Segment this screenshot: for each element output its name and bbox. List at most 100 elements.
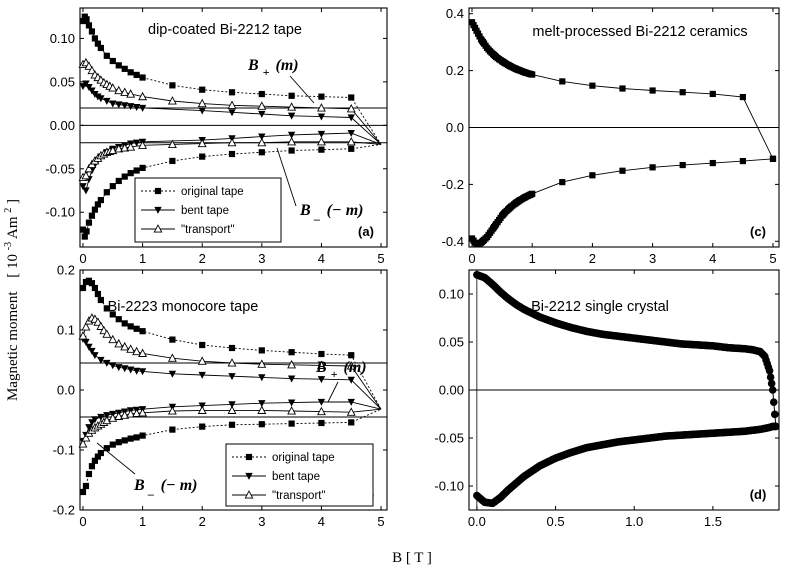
data-point [102, 329, 112, 338]
data-point [132, 408, 142, 417]
data-point [139, 164, 146, 172]
data-point [132, 346, 142, 356]
y-axis-unit-exponent: -3 [3, 242, 14, 250]
data-point [108, 334, 118, 344]
data-point [316, 360, 326, 369]
data-point [287, 375, 296, 383]
data-point [88, 280, 96, 287]
math-m: (− m) [161, 477, 198, 494]
data-point [316, 406, 326, 416]
x-tick-label: 4 [318, 251, 325, 266]
data-point [287, 136, 297, 146]
data-point [317, 113, 326, 121]
data-point [78, 331, 88, 340]
math-b: B [247, 57, 259, 74]
math-plus: + [263, 65, 270, 79]
data-point [82, 187, 90, 195]
series--transport- [78, 57, 382, 182]
y-tick-label: 0.0 [57, 383, 75, 398]
y-tick-label: 0.0 [446, 120, 464, 135]
y-tick-label: -0.4 [442, 234, 464, 249]
data-point [103, 97, 111, 105]
data-point [91, 457, 99, 464]
data-point [84, 163, 94, 173]
data-point [318, 146, 325, 153]
data-point [97, 296, 104, 304]
data-point [133, 434, 140, 441]
legend-swatch-marker [244, 490, 254, 499]
data-point [126, 89, 136, 98]
y-tick-label: 0.10 [50, 31, 75, 46]
data-point [769, 155, 777, 162]
data-point [85, 470, 93, 478]
y-axis-unit: [ 10 [5, 254, 21, 278]
y-tick-label: 0.4 [446, 6, 464, 21]
data-point [589, 172, 596, 179]
math-m: (m) [276, 57, 299, 74]
data-point [126, 409, 136, 418]
legend-entry-label: "transport" [272, 490, 326, 502]
data-point [126, 142, 136, 151]
data-point [132, 103, 141, 111]
data-point [94, 40, 101, 47]
data-point [529, 190, 536, 197]
data-point [767, 379, 776, 388]
data-point [79, 183, 87, 191]
data-point [81, 233, 88, 240]
data-point [115, 62, 122, 69]
math-b: B [133, 477, 145, 494]
data-point [81, 433, 91, 442]
y-tick-label: -0.10 [45, 205, 75, 220]
data-point [109, 57, 116, 65]
data-point [347, 376, 355, 384]
series-bent-tape [79, 335, 382, 445]
data-point [126, 103, 135, 111]
x-tick-label: 1 [529, 251, 536, 266]
x-tick-label: 3 [649, 251, 656, 266]
data-point [679, 89, 686, 96]
series-original-tape [79, 277, 382, 496]
data-point [79, 488, 87, 496]
legend-entry-label: bent tape [181, 205, 229, 217]
data-point [198, 371, 206, 379]
data-point [97, 196, 104, 204]
data-point [121, 102, 129, 110]
y-tick-label: -0.05 [45, 161, 75, 176]
x-tick-label: 0.0 [468, 514, 486, 529]
data-point [317, 398, 326, 406]
data-point [258, 400, 266, 408]
data-point [121, 65, 128, 72]
data-point [84, 61, 94, 70]
legend: original tape bent tape "transport" [134, 177, 282, 243]
data-point [109, 311, 116, 318]
data-point [258, 347, 265, 354]
svg-text:Magnetic moment [ 10: Magnetic moment [ 10 -3 Am 2 ] [0, 199, 21, 401]
data-point [115, 364, 123, 372]
data-point [78, 439, 88, 448]
data-point [120, 410, 130, 419]
data-point [288, 147, 295, 154]
data-point [103, 305, 110, 312]
data-point [257, 405, 267, 414]
svg-text:B + (m): B + (m) [315, 359, 367, 382]
x-tick-label: 3 [258, 514, 265, 529]
y-tick-label: 0.1 [57, 323, 75, 338]
data-point [109, 100, 117, 108]
data-point [138, 140, 148, 149]
data-point [108, 83, 118, 92]
data-point [288, 420, 295, 427]
svg-text:B + (m): B + (m) [247, 57, 299, 80]
data-point [346, 103, 356, 113]
math-m: (m) [344, 359, 367, 376]
data-point [103, 189, 110, 196]
data-point [168, 370, 177, 378]
data-point [287, 359, 297, 369]
x-tick-label: 0 [468, 251, 475, 266]
annotation-arrow [276, 147, 297, 207]
series--transport- [78, 313, 382, 448]
y-axis-title: Magnetic moment [5, 291, 21, 401]
data-point [258, 374, 266, 382]
data-point [94, 290, 101, 298]
data-point [768, 386, 777, 394]
